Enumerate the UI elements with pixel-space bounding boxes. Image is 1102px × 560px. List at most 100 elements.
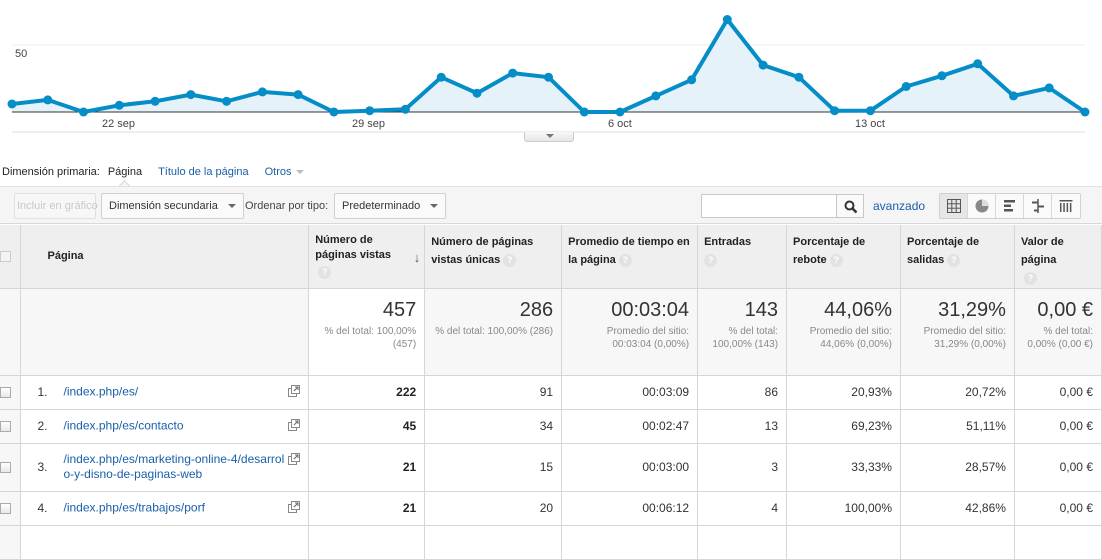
data-point[interactable] [43, 95, 53, 105]
data-point[interactable] [901, 82, 911, 91]
page-link[interactable]: /index.php/es/contacto [63, 418, 184, 433]
sort-descending-icon[interactable]: ↓ [413, 250, 421, 265]
secondary-dimension-dropdown[interactable]: Dimensión secundaria [101, 193, 244, 219]
chevron-down-icon [227, 204, 236, 209]
data-point[interactable] [544, 72, 553, 82]
advanced-filter-link[interactable]: avanzado [873, 199, 926, 213]
data-point[interactable] [114, 100, 124, 110]
help-icon[interactable]: ? [318, 265, 332, 279]
data-point[interactable] [508, 68, 518, 78]
avg-time-cell: 00:03:00 [561, 443, 699, 492]
column-header-label: Porcentaje de rebote [793, 236, 866, 266]
data-point[interactable] [865, 106, 875, 116]
column-header-label: Página [47, 250, 84, 263]
help-icon[interactable]: ? [947, 253, 961, 267]
column-header-avg-time[interactable]: Promedio de tiempo en la página? [561, 225, 699, 289]
avg-time-cell: 00:03:09 [561, 375, 699, 410]
avg-time-cell: 00:02:47 [561, 409, 699, 444]
total-entrances: 143% del total: 100,00% (143) [697, 288, 788, 376]
bounce-rate-cell: 100,00% [786, 491, 901, 526]
column-header-pageviews[interactable]: Número de páginas vistas ? ↓ [308, 225, 426, 289]
pageviews-cell: 21 [308, 443, 426, 492]
data-point[interactable] [186, 90, 196, 100]
column-header-entrances[interactable]: Entradas? [697, 225, 788, 289]
include-in-chart-button[interactable]: Incluir en gráfico [14, 193, 98, 219]
open-external-icon[interactable] [288, 452, 301, 465]
row-checkbox[interactable] [0, 386, 11, 398]
pie-view-button[interactable] [968, 194, 996, 218]
dimension-others-dropdown[interactable]: Otros [265, 166, 304, 178]
help-icon[interactable]: ? [618, 253, 632, 267]
page-link[interactable]: /index.php/es/marketing-online-4/desarro… [63, 452, 285, 481]
data-point[interactable] [79, 107, 88, 117]
x-axis-label: 22 sep [102, 118, 136, 130]
column-header-unique-pageviews[interactable]: Número de páginas vistas únicas? [424, 225, 563, 289]
row-checkbox-cell [0, 491, 22, 526]
select-all-cell [0, 225, 22, 289]
performance-view-button[interactable] [996, 194, 1024, 218]
data-point[interactable] [973, 59, 983, 69]
data-point[interactable] [436, 72, 446, 82]
data-point[interactable] [257, 87, 267, 97]
row-checkbox[interactable] [0, 502, 11, 514]
dimension-others-label: Otros [264, 166, 292, 178]
data-point[interactable] [293, 90, 303, 100]
collapse-chart-button[interactable] [524, 132, 574, 142]
open-external-icon[interactable] [288, 500, 301, 513]
data-point[interactable] [472, 88, 482, 98]
entrances-cell: 13 [697, 409, 788, 444]
data-point[interactable] [651, 91, 661, 101]
data-point[interactable] [794, 72, 804, 82]
open-external-icon[interactable] [288, 418, 301, 431]
open-external-icon[interactable] [288, 384, 301, 397]
help-icon[interactable]: ? [829, 253, 843, 267]
line-chart [7, 15, 1090, 133]
data-point[interactable] [7, 99, 17, 109]
column-header-page-value[interactable]: Valor de página? [1014, 225, 1102, 289]
dimension-page-active[interactable]: Página [107, 166, 143, 178]
chevron-down-icon [430, 204, 439, 209]
data-point[interactable] [687, 75, 697, 85]
data-point[interactable] [150, 96, 160, 106]
dimension-page-title-link[interactable]: Título de la página [158, 166, 249, 178]
data-point[interactable] [329, 107, 339, 117]
data-point[interactable] [1080, 107, 1090, 117]
column-header-bounce-rate[interactable]: Porcentaje de rebote? [786, 225, 901, 289]
data-point[interactable] [579, 107, 589, 117]
help-icon[interactable]: ? [704, 253, 718, 267]
data-point[interactable] [937, 71, 947, 81]
data-point[interactable] [400, 104, 410, 114]
data-point[interactable] [830, 106, 840, 116]
help-icon[interactable]: ? [1023, 271, 1037, 285]
data-point[interactable] [365, 106, 375, 116]
column-header-page[interactable]: Página [20, 225, 310, 289]
column-header-exit-rate[interactable]: Porcentaje de salidas? [900, 225, 1015, 289]
page-link[interactable]: /index.php/es/trabajos/porf [63, 500, 205, 515]
row-checkbox[interactable] [0, 461, 11, 473]
bounce-rate-cell: 33,33% [786, 443, 901, 492]
table-view-button[interactable] [940, 194, 968, 218]
data-point[interactable] [1009, 91, 1018, 101]
search-button[interactable] [836, 194, 864, 218]
data-point[interactable] [722, 15, 732, 24]
data-point[interactable] [222, 96, 232, 106]
column-header-label: Valor de página [1020, 236, 1064, 266]
select-all-checkbox[interactable] [0, 250, 11, 262]
help-icon[interactable]: ? [503, 253, 517, 267]
table-row [0, 525, 1102, 560]
performance-view-icon [1004, 200, 1015, 212]
pivot-view-button[interactable] [1052, 194, 1080, 218]
table-row: 4. /index.php/es/trabajos/porf 21 20 00:… [0, 491, 1102, 526]
sort-type-dropdown[interactable]: Predeterminado [334, 193, 447, 219]
comparison-view-button[interactable] [1024, 194, 1052, 218]
row-number: 1. [37, 385, 48, 399]
table-search-input[interactable] [701, 194, 837, 218]
row-checkbox[interactable] [0, 420, 11, 432]
table-toolbar: Incluir en gráfico Dimensión secundaria … [0, 186, 1102, 224]
page-link[interactable]: /index.php/es/ [63, 384, 139, 399]
table-row: 1. /index.php/es/ 222 91 00:03:09 86 20,… [0, 375, 1102, 410]
data-point[interactable] [758, 60, 768, 70]
data-point[interactable] [1044, 83, 1054, 93]
data-point[interactable] [615, 107, 625, 117]
row-checkbox-cell [0, 409, 22, 444]
